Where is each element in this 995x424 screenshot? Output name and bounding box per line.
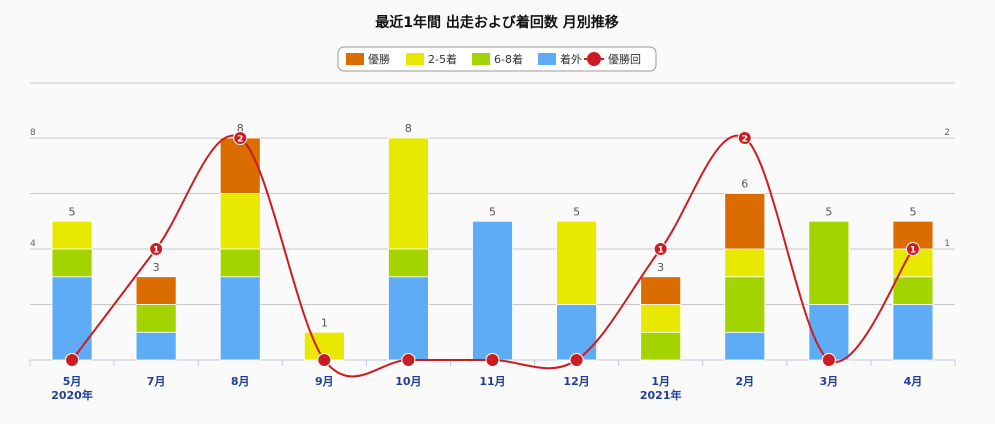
x-tick-sublabel: 2020年 <box>51 388 93 402</box>
legend-label: 優勝回 <box>608 52 641 66</box>
bar-segment <box>556 220 597 305</box>
legend-swatch <box>346 53 364 65</box>
chart-title: 最近1年間 出走および着回数 月別推移 <box>375 14 619 31</box>
bar-total-label: 8 <box>405 122 412 135</box>
x-tick-label: 3月 <box>820 375 839 388</box>
legend-swatch <box>406 53 424 65</box>
legend: 優勝 2-5着 6-8着 着外 優勝回 <box>337 46 657 72</box>
win-line-point-label: 1 <box>658 246 664 256</box>
bar-segment <box>892 276 934 305</box>
bar-segment <box>640 276 682 305</box>
x-tick-label: 7月 <box>147 375 166 388</box>
win-line-point <box>569 353 584 367</box>
bar-segment <box>892 304 934 361</box>
left-axis-tick-label: 8 <box>30 128 36 138</box>
bar-total-label: 6 <box>741 178 748 191</box>
bar-segment <box>388 276 429 361</box>
bar-segment <box>724 248 766 278</box>
bars <box>51 137 934 361</box>
win-line-point-label: 1 <box>153 246 159 256</box>
win-line-point <box>905 242 920 256</box>
x-tick-label: 4月 <box>904 375 923 388</box>
legend-marker-swatch <box>587 52 601 66</box>
left-axis-tick-label: 4 <box>30 239 36 249</box>
win-line-point <box>317 353 332 367</box>
bar-segment <box>388 137 429 250</box>
x-tick-label: 5月 <box>63 375 82 388</box>
bar-segment <box>388 248 429 278</box>
bar-segment <box>51 276 93 361</box>
legend-label: 2-5着 <box>428 52 457 66</box>
bar-segment <box>724 331 766 361</box>
bar-segment <box>640 304 682 333</box>
x-tick-sublabel: 2021年 <box>640 388 682 402</box>
win-line-point <box>149 242 164 256</box>
bar-total-label: 5 <box>825 205 832 218</box>
win-line-point <box>653 242 668 256</box>
bar-segment <box>51 220 93 250</box>
legend-label: 着外 <box>560 52 582 66</box>
bar-total-label: 5 <box>489 205 496 218</box>
x-tick-label: 11月 <box>479 375 505 388</box>
x-tick-label: 12月 <box>563 375 589 388</box>
bar-segment <box>135 331 177 361</box>
bar-segment <box>219 193 261 250</box>
bar-segment <box>808 304 850 361</box>
bar-segment <box>219 248 261 278</box>
win-line: 1 2 1 2 1 <box>65 131 920 378</box>
win-line-point <box>485 353 500 367</box>
bar-segment <box>724 193 766 250</box>
right-axis-tick-label: 2 <box>944 128 950 138</box>
win-line-point <box>401 353 416 367</box>
x-tick-label: 1月 <box>651 375 670 388</box>
x-tick-label: 2月 <box>735 375 754 388</box>
win-line-point <box>233 131 248 145</box>
x-tick-label: 10月 <box>395 375 421 388</box>
bar-segment <box>808 220 850 305</box>
x-tick-label: 9月 <box>315 375 334 388</box>
bar-total-label: 5 <box>69 205 76 218</box>
bar-total-label: 3 <box>153 261 160 274</box>
x-tick-label: 8月 <box>231 375 250 388</box>
win-line-point-label: 2 <box>742 135 748 145</box>
bar-total-label: 5 <box>909 205 916 218</box>
legend-label: 優勝 <box>368 52 390 66</box>
legend-swatch <box>538 53 556 65</box>
win-line-point-label: 1 <box>910 246 916 256</box>
bar-segment <box>51 248 93 278</box>
win-line-point <box>737 131 752 145</box>
bar-segment <box>135 304 177 333</box>
bar-total-label: 5 <box>573 205 580 218</box>
bar-segment <box>640 331 682 361</box>
bar-segment <box>472 220 513 361</box>
win-line-point <box>821 353 836 367</box>
bar-segment <box>724 276 766 333</box>
bar-total-label: 8 <box>237 122 244 135</box>
bar-segment <box>219 276 261 361</box>
bar-totals: 5 3 8 1 8 5 5 3 6 5 5 <box>69 122 917 329</box>
win-line-point-label: 2 <box>237 135 243 145</box>
bar-segment <box>219 137 261 194</box>
bar-segment <box>556 304 597 361</box>
bar-total-label: 3 <box>657 261 664 274</box>
right-axis-tick-label: 1 <box>944 239 950 249</box>
bar-total-label: 1 <box>321 316 328 329</box>
win-line-point <box>65 353 80 367</box>
legend-swatch <box>472 53 490 65</box>
legend-label: 6-8着 <box>494 52 523 66</box>
bar-segment <box>135 276 177 305</box>
